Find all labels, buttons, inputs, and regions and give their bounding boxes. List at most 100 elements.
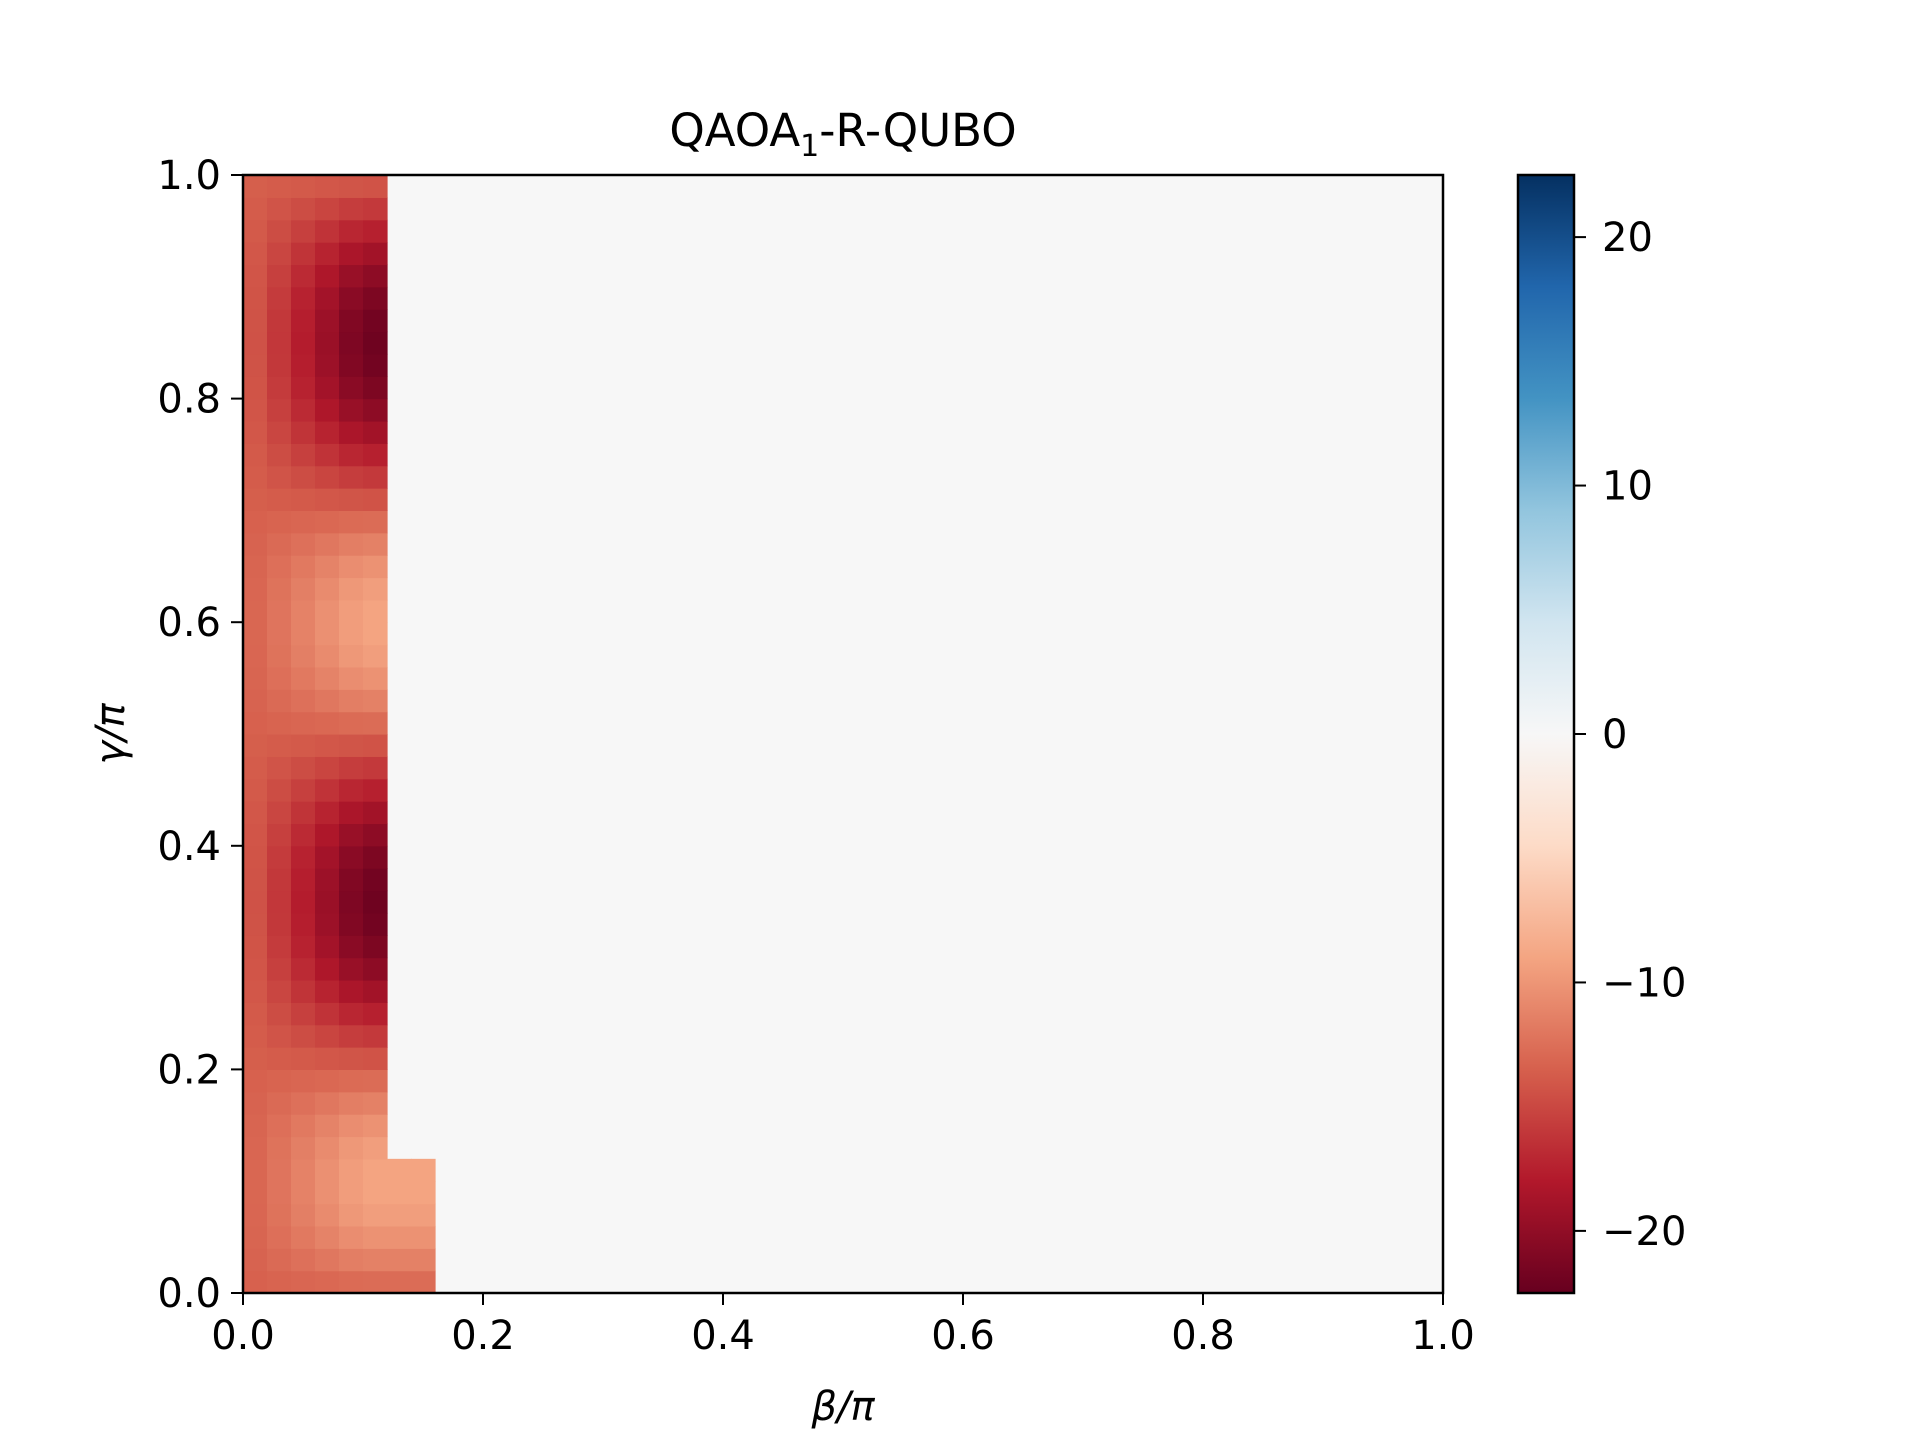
x-axis-label: β/π — [810, 1384, 875, 1430]
heatmap-cell — [243, 309, 268, 333]
heatmap-cell — [363, 1181, 388, 1205]
heatmap-cell — [315, 1024, 340, 1048]
heatmap-cell — [315, 577, 340, 601]
heatmap-cell — [315, 1248, 340, 1272]
heatmap-cell — [243, 1069, 268, 1093]
heatmap-cell — [243, 1158, 268, 1182]
heatmap-cell — [291, 242, 316, 266]
heatmap-cell — [339, 242, 364, 266]
heatmap-cell — [291, 957, 316, 981]
heatmap-cell — [243, 1203, 268, 1227]
heatmap-cell — [339, 577, 364, 601]
heatmap-cell — [363, 823, 388, 847]
svg-text:QAOA1-R-QUBO: QAOA1-R-QUBO — [669, 104, 1016, 164]
heatmap-cell — [243, 353, 268, 377]
heatmap-cell — [315, 756, 340, 780]
heatmap-cell — [411, 1181, 436, 1205]
heatmap-cell — [243, 666, 268, 690]
title-suffix: -R-QUBO — [819, 104, 1016, 157]
heatmap-cell — [267, 532, 292, 556]
heatmap-cell — [291, 555, 316, 579]
title-subscript: 1 — [800, 129, 819, 164]
heatmap-cell — [363, 1225, 388, 1249]
heatmap-cell — [339, 488, 364, 511]
heatmap-cell — [267, 644, 292, 668]
heatmap-cell — [315, 599, 340, 623]
heatmap-cell — [267, 1225, 292, 1249]
y-tick-label: 1.0 — [157, 153, 221, 199]
heatmap-cell — [291, 1248, 316, 1272]
heatmap-cell — [339, 219, 364, 243]
heatmap-cell — [243, 286, 268, 310]
heatmap-cell — [387, 1248, 412, 1272]
heatmap-cell — [363, 734, 388, 757]
heatmap-cell — [363, 912, 388, 936]
heatmap-cell — [243, 219, 268, 243]
heatmap-cell — [363, 1158, 388, 1182]
heatmap-cell — [243, 532, 268, 556]
heatmap-cell — [267, 398, 292, 422]
heatmap-cell — [339, 644, 364, 668]
heatmap-cell — [267, 979, 292, 1003]
heatmap-cell — [267, 801, 292, 825]
heatmap-cell — [315, 488, 340, 511]
heatmap-cell — [363, 1002, 388, 1026]
heatmap-cell — [291, 443, 316, 467]
heatmap-cell — [363, 622, 388, 646]
heatmap-cell — [291, 353, 316, 377]
title-main: QAOA — [669, 104, 800, 157]
heatmap-cell — [363, 979, 388, 1003]
heatmap-cell — [267, 1069, 292, 1093]
heatmap-cell — [387, 1225, 412, 1249]
heatmap-cell — [339, 711, 364, 735]
heatmap-cell — [315, 331, 340, 355]
heatmap-cell — [243, 197, 268, 221]
heatmap-cell — [315, 286, 340, 310]
heatmap-cell — [243, 398, 268, 422]
y-tick-label: 0.4 — [157, 824, 221, 870]
heatmap-cell — [363, 711, 388, 735]
heatmap-cell — [339, 1248, 364, 1272]
heatmap-cell — [363, 689, 388, 713]
heatmap-cell — [291, 823, 316, 847]
heatmap-cell — [363, 801, 388, 825]
heatmap-cell — [363, 510, 388, 534]
heatmap-cell — [243, 1024, 268, 1048]
heatmap-cell — [339, 353, 364, 377]
heatmap-cell — [267, 286, 292, 310]
heatmap-cell — [315, 1158, 340, 1182]
heatmap-cell — [315, 420, 340, 444]
heatmap-cell — [339, 935, 364, 959]
heatmap-cell — [267, 443, 292, 467]
heatmap-cell — [267, 353, 292, 377]
heatmap-cell — [315, 912, 340, 936]
colorbar-tick-label: 10 — [1602, 464, 1653, 510]
x-axis: 0.0 0.2 0.4 0.6 0.8 1.0 — [211, 1293, 1475, 1359]
heatmap-cell — [339, 465, 364, 489]
heatmap-cell — [339, 331, 364, 355]
heatmap-cell — [243, 622, 268, 646]
heatmap-cell — [291, 577, 316, 601]
heatmap-cell — [315, 443, 340, 467]
heatmap-cell — [339, 622, 364, 646]
heatmap-cell — [339, 1270, 364, 1294]
heatmap-cell — [411, 1225, 436, 1249]
heatmap-cell — [363, 935, 388, 959]
x-tick-label: 0.2 — [451, 1313, 515, 1359]
x-tick-label: 0.0 — [211, 1313, 275, 1359]
x-tick-label: 0.4 — [691, 1313, 755, 1359]
heatmap-cell — [291, 756, 316, 780]
heatmap-cell — [267, 219, 292, 243]
heatmap-cell — [243, 1002, 268, 1026]
heatmap-cell — [363, 175, 388, 198]
heatmap-cell — [339, 599, 364, 623]
heatmap-cell — [387, 1203, 412, 1227]
heatmap-cell — [243, 443, 268, 467]
heatmap-cell — [291, 488, 316, 511]
heatmap-cell — [315, 689, 340, 713]
y-tick-label: 0.6 — [157, 600, 221, 646]
heatmap-cell — [267, 376, 292, 400]
y-tick-label: 0.8 — [157, 377, 221, 423]
heatmap-cell — [291, 734, 316, 757]
heatmap-cell — [267, 264, 292, 288]
